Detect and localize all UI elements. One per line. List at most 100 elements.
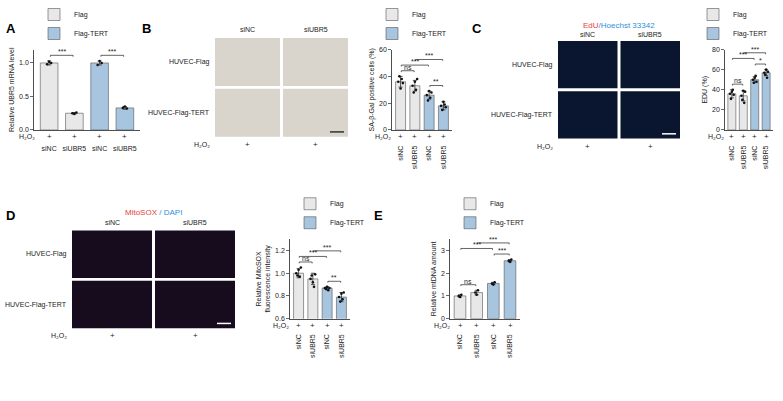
svg-text:siNC: siNC: [295, 334, 302, 349]
svg-text:1: 1: [441, 292, 445, 299]
svg-text:siUBR5: siUBR5: [113, 145, 137, 152]
svg-text:siUBR5: siUBR5: [338, 334, 345, 358]
svg-text:EDU (%): EDU (%): [701, 76, 709, 104]
svg-text:HUVEC-Flag: HUVEC-Flag: [169, 58, 210, 66]
svg-text:A: A: [6, 21, 16, 36]
svg-text:Relative UBR5 mRNA level: Relative UBR5 mRNA level: [8, 47, 15, 132]
svg-text:C: C: [472, 21, 482, 36]
svg-text:HUVEC-Flag-TERT: HUVEC-Flag-TERT: [148, 109, 210, 117]
svg-text:+: +: [296, 321, 301, 330]
svg-text:20: 20: [379, 100, 387, 107]
svg-text:60: 60: [712, 66, 720, 73]
svg-text:+: +: [97, 132, 102, 141]
svg-text:+: +: [325, 321, 330, 330]
svg-text:20: 20: [712, 106, 720, 113]
svg-text:H₂O₂: H₂O₂: [273, 322, 289, 329]
svg-text:HUVEC-Flag: HUVEC-Flag: [512, 61, 553, 69]
svg-text:siNC: siNC: [580, 31, 595, 38]
svg-text:MitoSOX / DAPI: MitoSOX / DAPI: [125, 208, 182, 217]
svg-text:+: +: [752, 132, 757, 141]
svg-text:+: +: [47, 132, 52, 141]
svg-text:+: +: [339, 321, 344, 330]
svg-text:Relative mtDNA amount: Relative mtDNA amount: [430, 242, 437, 317]
svg-text:siNC: siNC: [240, 26, 255, 33]
svg-text:+: +: [729, 132, 734, 141]
svg-text:0.0: 0.0: [19, 126, 29, 133]
svg-text:3: 3: [441, 247, 445, 254]
svg-text:ns: ns: [302, 255, 310, 262]
svg-text:+: +: [508, 321, 513, 330]
svg-text:Flag: Flag: [733, 11, 747, 19]
svg-text:Flag-TERT: Flag-TERT: [733, 30, 768, 38]
svg-text:siNC: siNC: [92, 145, 107, 152]
svg-text:2: 2: [441, 270, 445, 277]
svg-text:+: +: [398, 132, 403, 141]
svg-text:***: ***: [411, 58, 419, 65]
svg-text:siUBR5: siUBR5: [506, 334, 513, 358]
svg-text:***: ***: [751, 46, 759, 53]
svg-text:ns: ns: [734, 77, 742, 84]
svg-text:siUBR5: siUBR5: [309, 334, 316, 358]
svg-text:Flag-TERT: Flag-TERT: [330, 219, 365, 227]
svg-text:HUVEC-Flag-TERT: HUVEC-Flag-TERT: [491, 111, 553, 119]
svg-text:H₂O₂: H₂O₂: [537, 143, 553, 150]
svg-text:+: +: [122, 132, 127, 141]
svg-text:+: +: [245, 140, 250, 149]
svg-text:E: E: [374, 208, 383, 223]
svg-text:+: +: [110, 331, 115, 340]
svg-text:siUBR5: siUBR5: [411, 145, 418, 169]
svg-text:Flag-TERT: Flag-TERT: [490, 219, 525, 227]
svg-text:+: +: [412, 132, 417, 141]
svg-text:siNC: siNC: [728, 146, 735, 161]
svg-text:siNC: siNC: [456, 334, 463, 349]
svg-text:Flag: Flag: [490, 200, 504, 208]
svg-text:+: +: [458, 321, 463, 330]
svg-text:EdU/Hoechst 33342: EdU/Hoechst 33342: [583, 21, 655, 30]
svg-text:Relative MitoSOXfluorescence i: Relative MitoSOXfluorescence intensity: [255, 245, 272, 313]
svg-text:0: 0: [441, 315, 445, 322]
svg-text:H₂O₂: H₂O₂: [434, 322, 450, 329]
svg-text:siUBR5: siUBR5: [183, 219, 207, 226]
svg-text:***: ***: [58, 48, 66, 55]
svg-text:***: ***: [498, 247, 506, 254]
svg-text:H₂O₂: H₂O₂: [708, 133, 724, 140]
svg-text:0.6: 0.6: [275, 315, 285, 322]
svg-text:+: +: [648, 142, 653, 151]
svg-text:+: +: [491, 321, 496, 330]
svg-text:**: **: [331, 274, 337, 281]
svg-text:+: +: [193, 331, 198, 340]
svg-text:1.0: 1.0: [275, 270, 285, 277]
svg-text:siNC: siNC: [323, 334, 330, 349]
svg-text:*: *: [759, 57, 762, 64]
svg-text:siNC: siNC: [105, 219, 120, 226]
svg-text:Flag-TERT: Flag-TERT: [412, 30, 447, 38]
svg-text:***: ***: [309, 249, 317, 256]
svg-text:siNC: siNC: [42, 145, 57, 152]
svg-text:siUBR5: siUBR5: [440, 145, 447, 169]
svg-text:+: +: [741, 132, 746, 141]
svg-text:0: 0: [383, 126, 387, 133]
svg-text:H₂O₂: H₂O₂: [19, 133, 35, 140]
svg-text:H₂O₂: H₂O₂: [375, 133, 391, 140]
svg-text:siUBR5: siUBR5: [638, 31, 662, 38]
svg-text:0.8: 0.8: [275, 292, 285, 299]
svg-text:Flag: Flag: [74, 11, 88, 19]
svg-text:siUBR5: siUBR5: [304, 26, 328, 33]
svg-text:siNC: siNC: [425, 146, 432, 161]
svg-text:+: +: [427, 132, 432, 141]
svg-text:ns: ns: [464, 278, 472, 285]
svg-text:***: ***: [739, 51, 747, 58]
svg-text:B: B: [142, 21, 151, 36]
svg-text:siNC: siNC: [397, 146, 404, 161]
svg-text:0: 0: [716, 126, 720, 133]
svg-text:HUVEC-Flag: HUVEC-Flag: [26, 250, 67, 258]
svg-text:+: +: [310, 321, 315, 330]
svg-text:***: ***: [108, 48, 116, 55]
svg-text:+: +: [474, 321, 479, 330]
svg-text:H₂O₂: H₂O₂: [51, 332, 67, 339]
svg-text:D: D: [6, 208, 15, 223]
svg-text:siNC: siNC: [490, 334, 497, 349]
svg-text:siUBR5: siUBR5: [740, 145, 747, 169]
svg-text:**: **: [433, 78, 439, 85]
svg-text:80: 80: [712, 46, 720, 53]
